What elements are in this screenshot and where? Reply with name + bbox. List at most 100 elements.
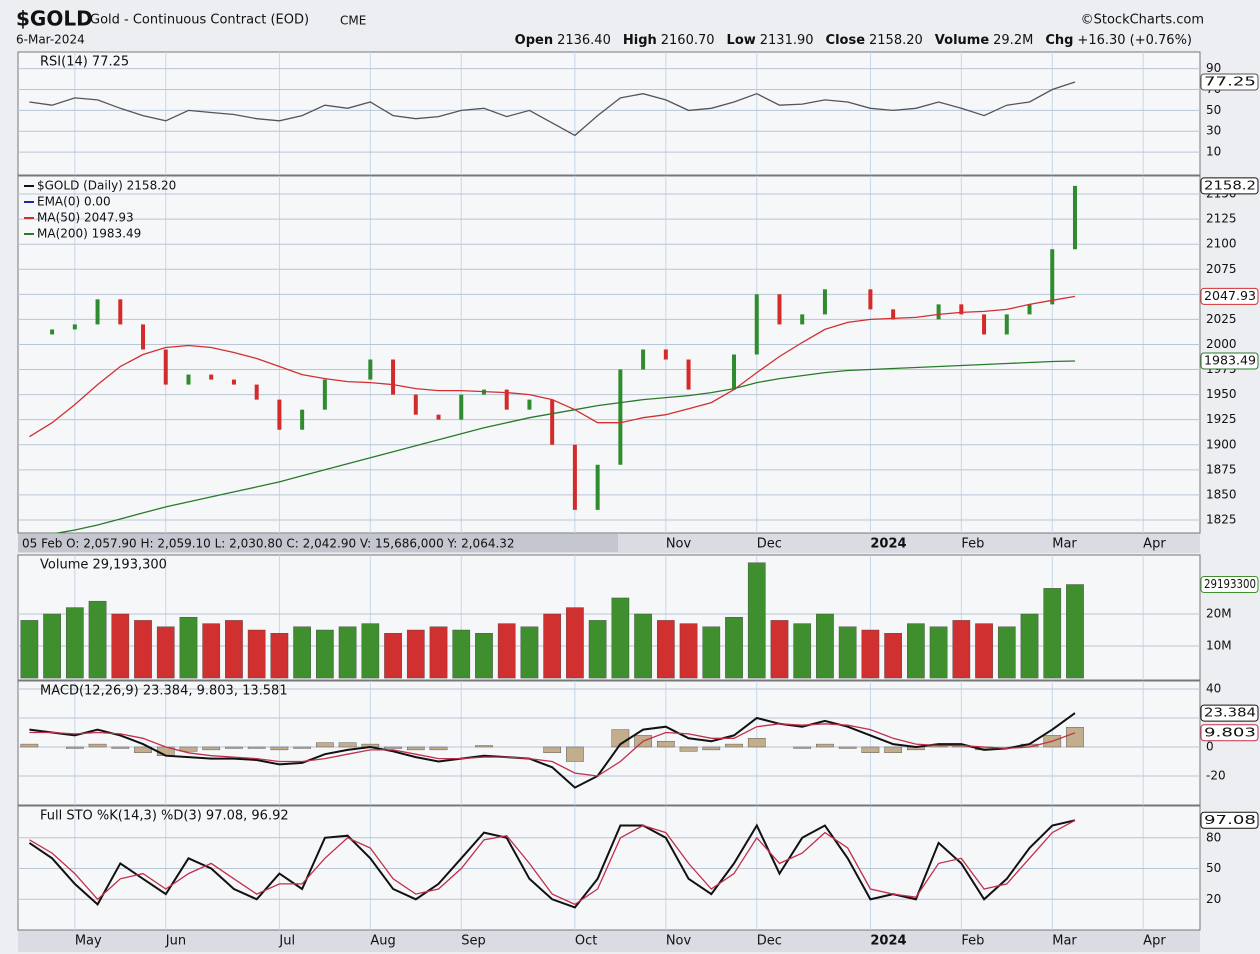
plot-area [17,51,1201,176]
value-callout-box [1200,352,1259,370]
bar [884,746,902,753]
series-group [29,81,1076,137]
bar [452,629,471,679]
bar [293,746,311,749]
bar [747,562,766,679]
quote-value: 2160.70 [661,33,715,48]
y-tick-label: 10 [1206,145,1221,159]
x-tick-label: Nov [666,537,692,552]
trend-line [736,320,1101,371]
y-tick-label: 1850 [1206,487,1237,501]
info-strip-bg [18,534,618,552]
bar [770,620,789,679]
series-group [28,819,1076,909]
bar [543,746,562,753]
value-callout-box [1200,287,1259,305]
x-tick-label: Apr [1143,934,1166,949]
x-tick-label: Aug [370,934,395,949]
bar [202,746,221,751]
y-tick-label: 80 [1206,830,1221,844]
bar [429,626,448,679]
x-tick-label: 2024 [870,537,906,552]
bar [793,623,812,679]
bar [134,746,152,753]
x-tick-label: Sep [461,934,486,949]
line-series [29,723,1076,777]
bar [247,746,266,749]
bar [725,743,743,748]
panel-title: Full STO %K(14,3) %D(3) 97.08, 96.92 [40,809,289,824]
bar [929,626,948,679]
x-tick-label: Jun [165,934,186,949]
bar [725,616,743,679]
y-tick-label: 1875 [1206,462,1237,476]
y-tick-label: 10M [1206,639,1232,653]
bar [702,746,721,751]
bar [65,607,84,679]
bar [338,626,357,679]
bar [861,629,880,679]
bar [111,613,130,679]
bar [588,620,607,679]
bar [543,613,562,679]
bar [270,633,289,679]
y-tick-label: 2075 [1206,262,1237,276]
plot-area [17,805,1201,931]
bar [747,738,766,748]
bar [1043,588,1062,679]
x-tick-label: Dec [757,537,782,552]
value-callout-box [1200,724,1259,742]
quote-value: 2131.90 [760,33,814,48]
bar [134,620,152,679]
value-callout: 97.08 [1204,813,1256,827]
bar [656,620,675,679]
x-tick-label: Jul [278,934,295,949]
bar [361,623,380,679]
bar [907,623,925,679]
bar [406,629,425,679]
value-callout: 2158.2 [1204,178,1256,192]
bar [566,746,584,762]
x-tick-label: Dec [757,934,782,949]
anchor-point [1096,318,1104,326]
value-callout-box [1200,576,1259,594]
plot-area [17,175,1201,534]
bar [816,613,834,679]
bar [679,746,698,752]
quote-label: Close [826,33,866,48]
bar [247,629,266,679]
bar [179,616,198,679]
panel-title: RSI(14) 77.25 [40,55,129,70]
x-tick-label: 2024 [870,934,906,949]
bar [656,740,675,748]
bar [793,746,812,749]
bar [270,746,289,751]
plot-area [17,680,1201,806]
x-tick-label: Mar [1052,537,1077,552]
bar [406,746,425,751]
bar [520,626,539,679]
y-tick-label: 40 [1206,681,1221,695]
bar [156,626,175,679]
y-tick-label: 20M [1206,606,1232,620]
bar [20,620,39,679]
bar [225,620,243,679]
value-callout-box [1200,704,1259,722]
source: ©StockCharts.com [1081,13,1204,28]
value-callout: 23.384 [1204,706,1256,720]
bar [634,613,652,679]
quote-value: 29.2M [993,33,1033,48]
y-tick-label: 50 [1206,103,1221,117]
value-callout: 77.25 [1204,74,1256,88]
x-tick-label: Nov [666,934,692,949]
y-tick-label: 1925 [1206,412,1237,426]
bar [997,626,1016,679]
y-tick-label: 1950 [1206,387,1237,401]
anchor-point [733,365,741,373]
bar [65,746,84,749]
quote-label: High [623,33,657,48]
quote-value: 2136.40 [557,33,611,48]
bar [1066,584,1084,679]
bottom-axis [18,930,1200,952]
